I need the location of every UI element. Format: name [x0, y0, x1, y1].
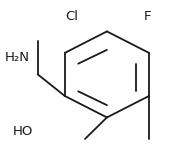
Text: Cl: Cl — [65, 10, 78, 23]
Text: F: F — [144, 10, 151, 23]
Text: H₂N: H₂N — [5, 51, 30, 64]
Text: HO: HO — [12, 125, 33, 138]
